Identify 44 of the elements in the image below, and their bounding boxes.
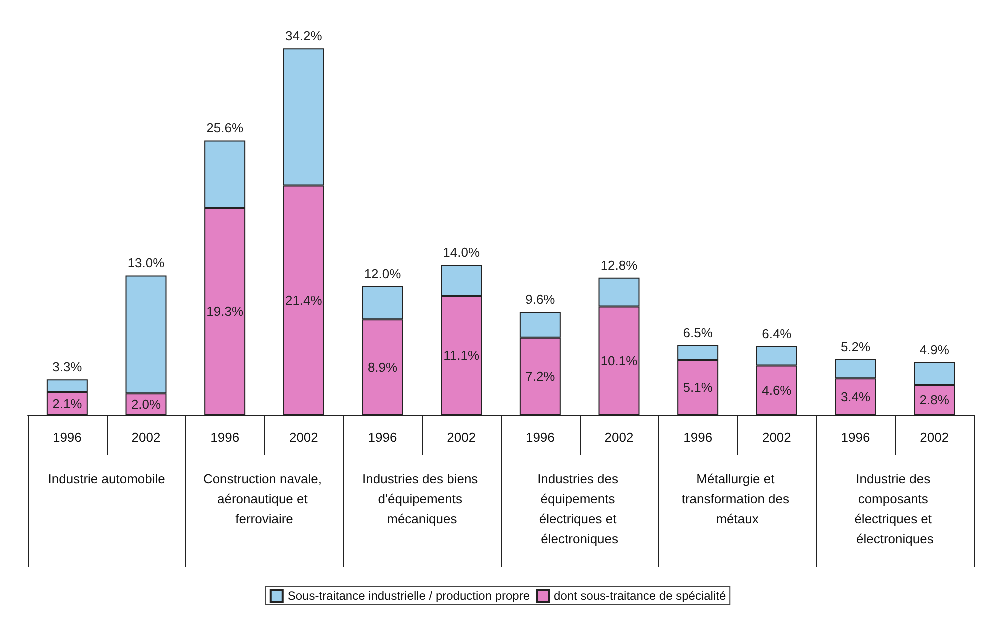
x-tick-label: 1996 (368, 430, 398, 445)
x-tick-label: 2002 (132, 430, 161, 445)
x-tick-label: 1996 (210, 430, 240, 445)
data-label: 10.1% (600, 353, 638, 368)
data-label: 2.1% (52, 396, 83, 412)
text: Industries des équipements électriques et électroniques (538, 472, 622, 546)
legend-label: dont sous-traitance de spécialité (554, 589, 726, 603)
text: Métallurgie et transformation des métaux (682, 472, 794, 526)
data-label: 19.3% (206, 304, 244, 320)
data-label: 11.1% (444, 348, 480, 364)
x-tick-label: 1996 (684, 430, 713, 445)
data-label: 3.4% (840, 389, 871, 404)
legend-label: Sous-traitance industrielle / production propre (288, 589, 530, 603)
total-label: 5.2% (840, 339, 871, 354)
data-label: 2.8% (920, 392, 950, 408)
text: Industries des biens d'équipements mécaniques (362, 472, 482, 526)
x-tick-label: 2002 (289, 430, 318, 445)
data-label: 8.9% (368, 360, 398, 375)
x-tick-label: 2002 (604, 430, 634, 445)
total-label: 34.2% (285, 28, 323, 44)
x-tick-label: 2002 (920, 430, 950, 445)
x-tick-label: 2002 (447, 430, 476, 445)
total-label: 12.8% (600, 258, 638, 273)
data-label: 2.0% (131, 396, 162, 412)
data-label: 5.1% (683, 380, 714, 396)
data-label: 7.2% (526, 368, 556, 384)
text: Industrie automobile (48, 472, 166, 486)
text: Construction navale, aéronautique et ferroviaire (203, 472, 326, 526)
data-label: 4.6% (762, 382, 792, 398)
x-tick-label: 1996 (526, 430, 555, 445)
total-label: 6.5% (683, 325, 714, 340)
text: Industrie des composants électriques et électroniques (854, 472, 936, 546)
total-label: 12.0% (364, 266, 402, 282)
x-tick-label: 2002 (762, 430, 792, 445)
total-label: 6.4% (762, 326, 792, 342)
total-label: 4.9% (920, 342, 950, 358)
x-tick-label: 1996 (841, 430, 870, 445)
total-label: 14.0% (443, 245, 480, 260)
total-label: 13.0% (128, 256, 166, 271)
data-label: 21.4% (285, 292, 323, 308)
total-label: 9.6% (526, 292, 556, 308)
total-label: 3.3% (52, 360, 83, 375)
x-tick-label: 1996 (52, 430, 82, 445)
total-label: 25.6% (206, 120, 244, 136)
